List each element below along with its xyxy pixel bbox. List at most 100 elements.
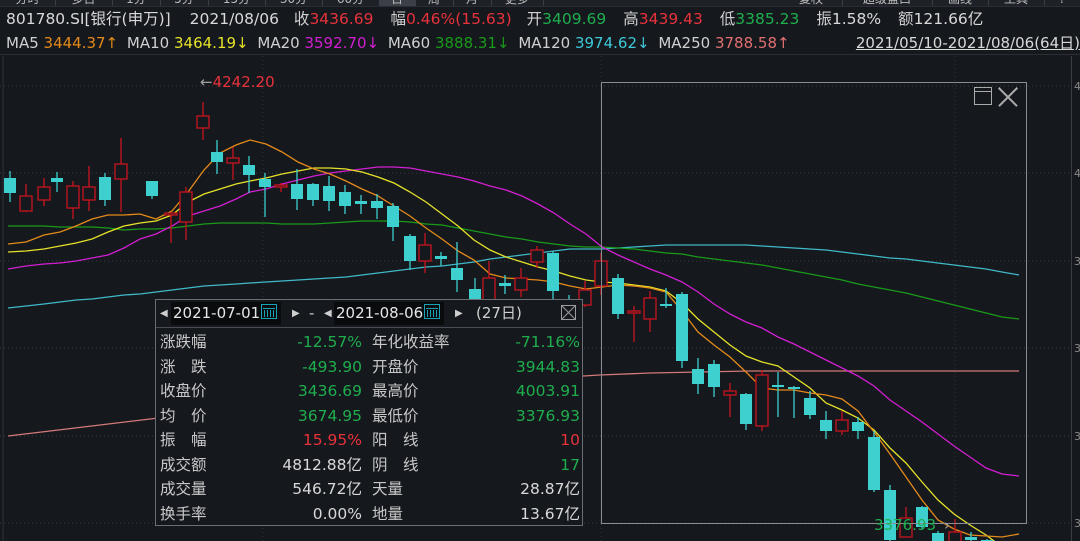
start-date-next-icon[interactable]: ▶ xyxy=(292,308,300,319)
period-tab[interactable]: 复权 xyxy=(780,0,843,6)
ma10-label: MA10 xyxy=(126,34,170,52)
down-candle xyxy=(451,268,463,280)
close-value: 3436.69 xyxy=(309,10,374,28)
down-candle xyxy=(355,201,367,204)
price-tick: 3 xyxy=(1074,517,1080,530)
low-label: 低 xyxy=(719,10,736,28)
period-tab[interactable]: 周 xyxy=(415,0,454,6)
down-candle xyxy=(259,179,271,187)
end-date-prev-icon[interactable]: ◀ xyxy=(324,308,332,319)
period-tab[interactable]: 15分 xyxy=(208,0,266,6)
period-tab[interactable]: 工具 xyxy=(988,0,1045,6)
stat-label: 地量 xyxy=(372,504,404,523)
date-separator: - xyxy=(309,304,315,322)
close-popup-icon[interactable] xyxy=(561,305,576,320)
period-tab[interactable]: 更多 xyxy=(491,0,544,6)
stat-value: 10 xyxy=(560,431,580,449)
period-tab[interactable]: 60分 xyxy=(322,0,380,6)
low-value: 3385.23 xyxy=(735,10,800,28)
down-candle xyxy=(307,184,319,200)
stat-value: 15.95% xyxy=(302,431,362,449)
quote-date: 2021/08/06 xyxy=(189,10,279,28)
calendar-icon[interactable] xyxy=(424,304,441,319)
down-candle xyxy=(612,278,624,314)
open-label: 开 xyxy=(526,10,543,28)
period-tab[interactable]: 多日 xyxy=(55,0,113,6)
security-code: 801780.SI[银行(申万)] xyxy=(6,10,171,28)
up-candle xyxy=(835,419,849,432)
down-candle xyxy=(435,256,447,259)
left-arrow-icon: ← xyxy=(200,73,213,91)
down-candle xyxy=(772,385,784,387)
down-candle xyxy=(965,537,977,540)
down-candle xyxy=(868,437,880,490)
start-date-field[interactable]: 2021-07-01 xyxy=(171,302,282,325)
period-tab[interactable]: 5分 xyxy=(160,0,209,6)
calendar-icon[interactable] xyxy=(261,304,278,319)
up-candle xyxy=(418,244,432,262)
down-candle xyxy=(211,152,223,162)
up-candle xyxy=(643,297,657,320)
stat-label: 最高价 xyxy=(372,382,419,400)
down-candle xyxy=(932,533,944,541)
popup-header: ◀ 2021-07-01 ▶ - ◀ 2021-08-06 ▶ (27日) xyxy=(156,300,582,328)
down-candle xyxy=(371,201,383,208)
end-date-next-icon[interactable]: ▶ xyxy=(455,308,463,319)
start-date-prev-icon[interactable]: ◀ xyxy=(160,308,168,319)
period-tab[interactable]: 30分 xyxy=(265,0,323,6)
price-tick: 4 xyxy=(1074,167,1080,180)
stat-label: 天量 xyxy=(372,480,404,498)
period-tab[interactable]: 月 xyxy=(453,0,492,6)
down-candle xyxy=(4,178,16,193)
stat-label: 开盘价 xyxy=(372,357,419,376)
stats-row: 收盘价 3436.69 最高价 4003.91 xyxy=(160,379,580,404)
down-candle xyxy=(547,253,559,291)
period-tab[interactable]: ? xyxy=(1044,0,1080,6)
down-candle xyxy=(387,206,399,227)
stat-label: 阴 线 xyxy=(372,455,419,474)
up-candle xyxy=(899,517,913,538)
period-tab[interactable]: 1分 xyxy=(112,0,161,6)
up-candle xyxy=(66,185,80,209)
price-tick: 3 xyxy=(1074,342,1080,355)
down-candle xyxy=(404,236,416,261)
price-axis: 4 4 3 3 3 3 xyxy=(1071,56,1080,541)
start-date-value: 2021-07-01 xyxy=(173,304,261,322)
up-candle xyxy=(948,531,962,541)
ma120-value: 3974.62↓ xyxy=(574,34,650,52)
up-candle xyxy=(274,184,288,188)
period-tab[interactable]: 画线 xyxy=(932,0,989,6)
close-selection-icon[interactable] xyxy=(998,87,1018,107)
stat-label: 均 价 xyxy=(160,406,207,425)
down-candle xyxy=(820,420,832,431)
down-candle xyxy=(660,304,672,306)
down-candle xyxy=(804,398,816,415)
peak-price: 4242.20 xyxy=(212,73,275,91)
stat-label: 年化收益率 xyxy=(372,333,450,351)
stats-row: 振 幅 15.95% 阳 线 10 xyxy=(160,428,580,453)
stat-value: -12.57% xyxy=(297,333,362,351)
price-tick: 3 xyxy=(1074,255,1080,268)
high-label: 高 xyxy=(623,10,639,28)
stat-label: 成交额 xyxy=(160,455,207,474)
amount-label: 额 xyxy=(898,10,914,28)
end-date-field[interactable]: 2021-08-06 xyxy=(334,302,445,325)
stat-value: -71.16% xyxy=(515,333,580,351)
down-candle xyxy=(146,181,158,196)
interval-selection-box[interactable] xyxy=(601,82,1027,524)
period-tab[interactable]: 分时 xyxy=(0,0,56,6)
change-value: 0.46%(15.63) xyxy=(406,10,512,28)
stats-row: 涨 跌 -493.90 开盘价 3944.83 xyxy=(160,355,580,380)
price-tick: 4 xyxy=(1074,80,1080,93)
stat-label: 涨跌幅 xyxy=(160,333,207,351)
maximize-icon[interactable] xyxy=(974,87,992,105)
stat-value: 3944.83 xyxy=(515,357,580,376)
period-tab[interactable]: 超级盘口 xyxy=(842,0,933,6)
ma60-label: MA60 xyxy=(387,34,431,52)
peak-price-marker: ←4242.20 xyxy=(200,74,275,90)
down-candle xyxy=(740,394,752,424)
ma250-value: 3788.58↑ xyxy=(714,34,790,52)
down-candle xyxy=(708,364,720,387)
period-tab[interactable]: 日 xyxy=(379,0,416,6)
date-range-link[interactable]: 2021/05/10-2021/08/06(64日) xyxy=(855,34,1080,52)
